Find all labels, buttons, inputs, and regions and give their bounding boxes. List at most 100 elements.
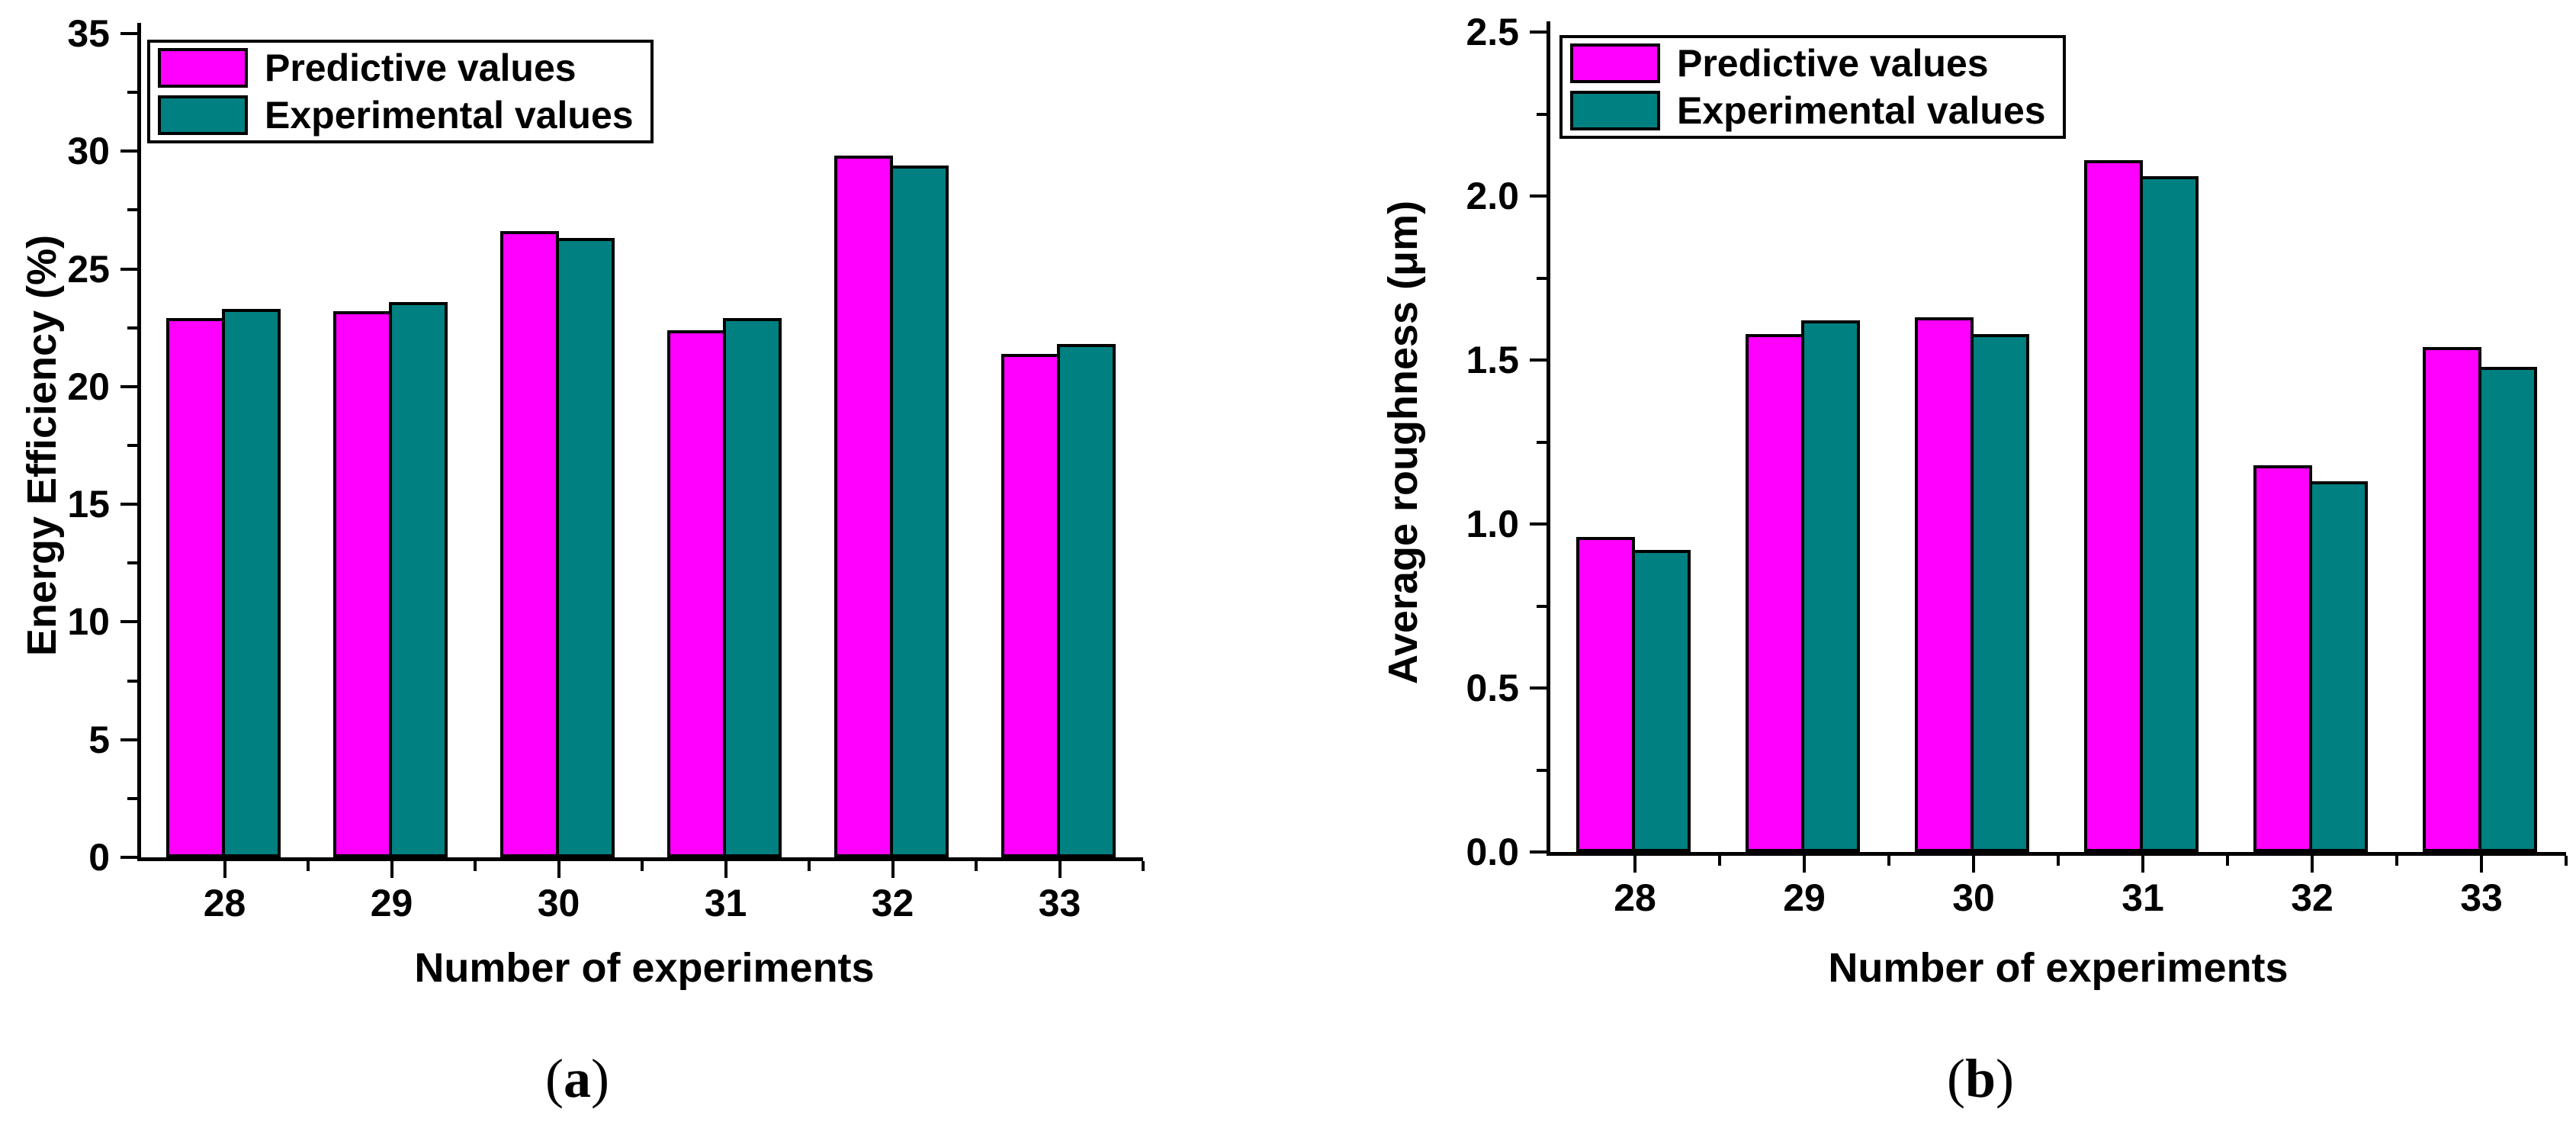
bar-predictive-30 — [1915, 317, 1974, 852]
x-tick-label: 32 — [871, 882, 914, 924]
y-minor-tick — [1537, 768, 1547, 772]
y-minor-tick — [1537, 440, 1547, 444]
caption-paren-open: ( — [545, 1048, 564, 1109]
panel-caption-a: (a) — [545, 1051, 609, 1106]
y-tick-label: 0.5 — [1466, 667, 1519, 709]
y-tick-label: 20 — [67, 365, 110, 408]
x-major-tick — [891, 861, 895, 878]
bar-predictive-29 — [1746, 333, 1804, 852]
x-major-tick — [1803, 856, 1806, 873]
bar-predictive-29 — [332, 311, 392, 857]
x-major-tick — [724, 861, 728, 878]
y-major-tick — [1530, 686, 1547, 690]
x-major-tick — [1058, 861, 1062, 878]
x-major-tick — [223, 861, 226, 878]
bar-experimental-32 — [2309, 481, 2368, 852]
x-axis-title: Number of experiments — [414, 945, 875, 991]
bar-predictive-33 — [2423, 346, 2481, 852]
legend-label-predictive: Predictive values — [265, 47, 577, 89]
y-major-tick — [120, 503, 137, 506]
x-tick-label: 31 — [2122, 876, 2164, 919]
x-minor-tick — [2226, 856, 2229, 866]
x-minor-tick — [1887, 856, 1890, 866]
y-major-tick — [120, 856, 137, 859]
y-tick-label: 2.0 — [1466, 175, 1519, 217]
y-tick-label: 1.5 — [1466, 339, 1519, 381]
y-major-tick — [1530, 195, 1547, 198]
x-tick-label: 32 — [2291, 876, 2333, 919]
x-axis-title: Number of experiments — [1828, 945, 2289, 991]
bar-predictive-32 — [2253, 465, 2312, 852]
x-minor-tick — [641, 861, 644, 871]
y-minor-tick — [1537, 112, 1547, 116]
x-axis-line — [1547, 852, 2566, 856]
plot-area: 0 5 10 15 20 25 30 35 28 29 30 31 32 33 — [67, 14, 1145, 922]
y-tick-label: 1.0 — [1466, 503, 1519, 545]
x-major-tick — [1972, 856, 1975, 873]
x-tick-label: 30 — [1952, 876, 1995, 919]
legend-item-experimental: Experimental values — [1570, 91, 2055, 130]
y-minor-tick — [127, 326, 137, 330]
y-major-tick — [120, 384, 137, 388]
x-tick-label: 29 — [370, 882, 413, 924]
x-tick-label: 31 — [704, 882, 747, 924]
caption-paren-close: ) — [591, 1048, 609, 1109]
legend-swatch-predictive — [1570, 43, 1660, 83]
bar-experimental-29 — [1801, 320, 1860, 852]
y-tick-label: 0.0 — [1466, 831, 1519, 873]
bar-experimental-32 — [889, 165, 949, 857]
y-minor-tick — [127, 208, 137, 212]
x-minor-tick — [975, 861, 978, 871]
bar-experimental-31 — [722, 318, 782, 857]
y-minor-tick — [127, 561, 137, 565]
y-major-tick — [1530, 522, 1547, 526]
legend-swatch-predictive — [158, 48, 248, 88]
y-minor-tick — [1537, 276, 1547, 280]
x-tick-label: 33 — [1038, 882, 1081, 924]
x-tick-label: 30 — [537, 882, 580, 924]
y-axis-line — [137, 23, 141, 861]
y-axis-title: Energy Efficiency (%) — [19, 234, 65, 657]
legend-swatch-experimental — [158, 95, 248, 135]
y-major-tick — [1530, 358, 1547, 362]
x-major-tick — [390, 861, 393, 878]
x-minor-tick — [307, 861, 310, 871]
panel-caption-b: (b) — [1947, 1051, 2014, 1106]
x-minor-tick — [808, 861, 811, 871]
y-tick-label: 15 — [67, 483, 110, 526]
bar-experimental-31 — [2140, 176, 2199, 852]
y-major-tick — [120, 620, 137, 624]
legend: Predictive values Experimental values — [1559, 35, 2066, 139]
x-minor-tick — [2565, 856, 2568, 866]
legend-label-experimental: Experimental values — [1677, 89, 2046, 132]
legend-label-experimental: Experimental values — [265, 94, 634, 137]
y-minor-tick — [127, 444, 137, 447]
x-tick-label: 33 — [2460, 876, 2503, 919]
y-tick-label: 5 — [88, 718, 110, 761]
bar-predictive-32 — [834, 156, 893, 857]
bar-predictive-28 — [1576, 537, 1635, 852]
legend-swatch-experimental — [1570, 91, 1660, 130]
bar-predictive-30 — [499, 231, 559, 857]
plot-area: 0.0 0.5 1.0 1.5 2.0 2.5 28 29 30 31 32 33 — [1466, 13, 2568, 917]
bar-experimental-30 — [1971, 333, 2029, 852]
y-tick-label: 10 — [67, 600, 110, 644]
bar-predictive-28 — [165, 318, 225, 857]
bar-experimental-28 — [1632, 550, 1691, 852]
y-major-tick — [1530, 850, 1547, 854]
legend-item-predictive: Predictive values — [1570, 43, 2055, 83]
x-tick-label: 28 — [203, 882, 246, 924]
caption-paren-open: ( — [1946, 1048, 1965, 1109]
y-major-tick — [120, 738, 137, 741]
x-minor-tick — [1142, 861, 1145, 871]
y-tick-label: 30 — [67, 130, 110, 173]
y-major-tick — [120, 149, 137, 153]
bar-experimental-33 — [1056, 344, 1116, 857]
y-minor-tick — [127, 91, 137, 95]
caption-letter: b — [1964, 1048, 1996, 1109]
legend-item-experimental: Experimental values — [158, 95, 643, 135]
y-tick-label: 2.5 — [1466, 11, 1519, 53]
y-minor-tick — [127, 679, 137, 683]
x-tick-label: 29 — [1783, 876, 1826, 919]
